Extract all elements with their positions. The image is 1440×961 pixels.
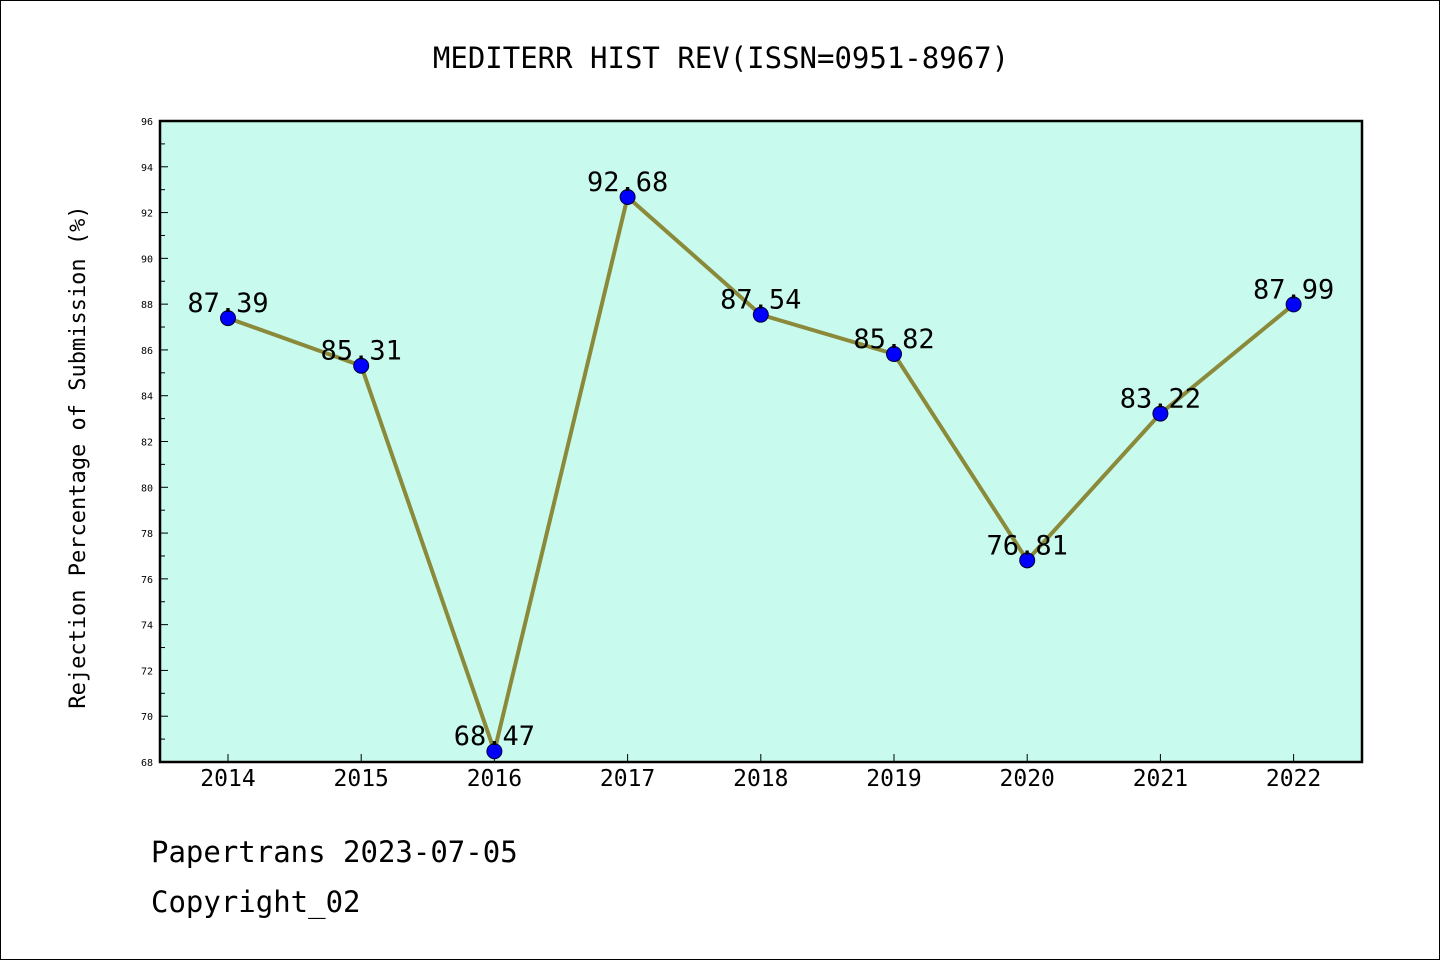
x-tick-label: 2017 bbox=[600, 766, 655, 792]
data-label: 92.68 bbox=[587, 167, 668, 198]
y-tick-label: 74 bbox=[141, 621, 153, 632]
footer-copyright: Copyright_02 bbox=[151, 885, 361, 919]
data-point-marker bbox=[220, 310, 236, 327]
data-label: 87.99 bbox=[1253, 274, 1334, 305]
chart-title: MEDITERR HIST REV(ISSN=0951-8967) bbox=[433, 41, 1009, 75]
y-tick-label: 84 bbox=[141, 392, 153, 403]
y-tick-label: 78 bbox=[141, 529, 153, 540]
x-tick-label: 2021 bbox=[1133, 766, 1188, 792]
y-tick-label: 94 bbox=[141, 163, 153, 174]
data-labels: 87.39 85.31 68.47 92.68 87.54 85.82 76.81 83.22… bbox=[187, 167, 1334, 752]
x-tick-label: 2018 bbox=[733, 766, 788, 792]
y-tick-label: 90 bbox=[141, 254, 153, 265]
data-point-marker bbox=[886, 346, 902, 363]
data-point-marker bbox=[1019, 552, 1036, 569]
y-tick-label: 68 bbox=[141, 758, 153, 769]
y-tick-label: 82 bbox=[141, 438, 153, 449]
data-point-marker bbox=[1152, 405, 1169, 422]
y-tick-label: 88 bbox=[141, 300, 153, 311]
y-tick-label: 72 bbox=[141, 666, 153, 677]
data-label: 85.82 bbox=[853, 324, 934, 355]
data-point-marker bbox=[752, 306, 769, 323]
data-point-marker bbox=[619, 189, 636, 206]
y-axis-label: Rejection Percentage of Submission (%) bbox=[66, 205, 91, 708]
y-tick-label: 92 bbox=[141, 209, 153, 220]
data-point-marker bbox=[353, 357, 370, 374]
x-tick-label: 2014 bbox=[200, 766, 255, 792]
series-line-group bbox=[220, 189, 1302, 760]
data-label: 87.54 bbox=[720, 285, 801, 316]
x-tick-label: 2019 bbox=[866, 766, 921, 792]
x-tick-label: 2020 bbox=[1000, 766, 1055, 792]
axis-ticks: 68 70 72 74 76 78 80 82 84 86 88 90 92 94 96 2014 2015 20… bbox=[141, 117, 1321, 792]
data-label: 85.31 bbox=[321, 336, 402, 367]
x-tick-label: 2022 bbox=[1266, 766, 1321, 792]
y-tick-label: 70 bbox=[141, 712, 153, 723]
data-point-marker bbox=[1285, 296, 1302, 313]
data-label: 83.22 bbox=[1120, 384, 1201, 415]
footer-source-date: Papertrans 2023-07-05 bbox=[151, 835, 518, 869]
plot-area bbox=[158, 119, 1364, 764]
data-label: 68.47 bbox=[454, 721, 535, 752]
y-tick-label: 96 bbox=[141, 117, 153, 128]
data-point-marker bbox=[486, 743, 503, 760]
y-tick-label: 86 bbox=[141, 346, 153, 357]
x-tick-label: 2015 bbox=[334, 766, 389, 792]
y-tick-label: 76 bbox=[141, 575, 153, 586]
x-tick-label: 2016 bbox=[467, 766, 522, 792]
data-label: 87.39 bbox=[187, 288, 268, 319]
y-tick-label: 80 bbox=[141, 483, 153, 494]
data-label: 76.81 bbox=[987, 530, 1068, 561]
